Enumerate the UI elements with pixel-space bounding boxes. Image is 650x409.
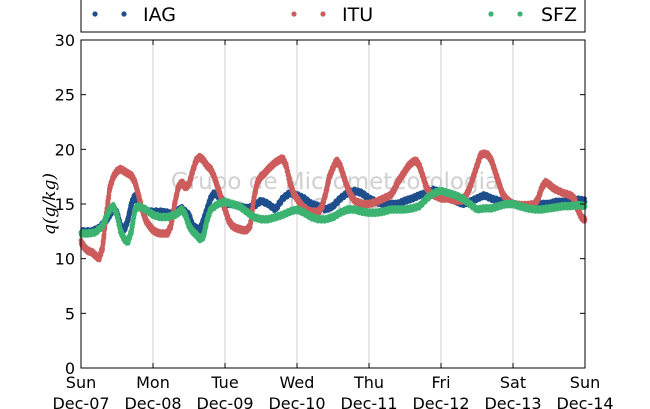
y-axis-label: q(g/kg)	[40, 173, 60, 235]
point-itu	[285, 168, 291, 174]
legend-label-itu: ITU	[342, 4, 373, 26]
x-tick-day-7: Sun	[570, 373, 600, 392]
legend-marker	[320, 11, 326, 17]
point-sfz	[115, 214, 121, 220]
y-tick-label-30: 30	[55, 31, 75, 50]
y-tick-label-10: 10	[55, 250, 75, 269]
legend-marker	[92, 11, 98, 17]
legend-label-sfz: SFZ	[541, 4, 577, 26]
legend-marker	[121, 11, 127, 17]
x-tick-day-6: Sat	[500, 373, 526, 392]
x-tick-date-1: Dec-08	[124, 394, 181, 409]
y-tick-label-5: 5	[65, 304, 75, 323]
legend-box	[80, 0, 586, 33]
legend-marker	[517, 11, 523, 17]
legend-label-iag: IAG	[143, 4, 176, 26]
legend-item-iag: IAG	[92, 4, 176, 26]
y-tick-label-20: 20	[55, 140, 75, 159]
x-tick-date-2: Dec-09	[196, 394, 253, 409]
legend-item-sfz: SFZ	[488, 4, 577, 26]
y-tick-label-25: 25	[55, 86, 75, 105]
x-tick-date-0: Dec-07	[52, 394, 109, 409]
x-tick-date-6: Dec-13	[484, 394, 541, 409]
x-tick-date-7: Dec-14	[556, 394, 613, 409]
y-tick-label-0: 0	[65, 359, 75, 378]
x-tick-day-4: Thu	[353, 373, 384, 392]
y-axis: 0 5 10 15 20 25 30	[55, 31, 585, 378]
x-tick-date-5: Dec-12	[412, 394, 469, 409]
x-tick-date-4: Dec-11	[340, 394, 397, 409]
series-sfz	[78, 186, 588, 246]
point-itu	[283, 161, 289, 167]
point-sfz	[117, 221, 122, 227]
legend-marker	[488, 11, 494, 17]
x-tick-day-2: Tue	[210, 373, 238, 392]
series-layer	[78, 149, 588, 263]
x-tick-day-1: Mon	[136, 373, 170, 392]
x-tick-day-0: Sun	[66, 373, 96, 392]
y-tick-label-15: 15	[55, 195, 75, 214]
legend-marker	[291, 11, 297, 17]
x-tick-date-3: Dec-10	[268, 394, 325, 409]
legend-item-itu: ITU	[291, 4, 373, 26]
legend: IAG ITU SFZ	[80, 0, 586, 33]
x-tick-day-5: Fri	[431, 373, 450, 392]
x-tick-day-3: Wed	[280, 373, 315, 392]
x-axis: Sun Dec-07 Mon Dec-08 Tue Dec-09 Wed Dec-10 Thu D…	[52, 40, 614, 409]
